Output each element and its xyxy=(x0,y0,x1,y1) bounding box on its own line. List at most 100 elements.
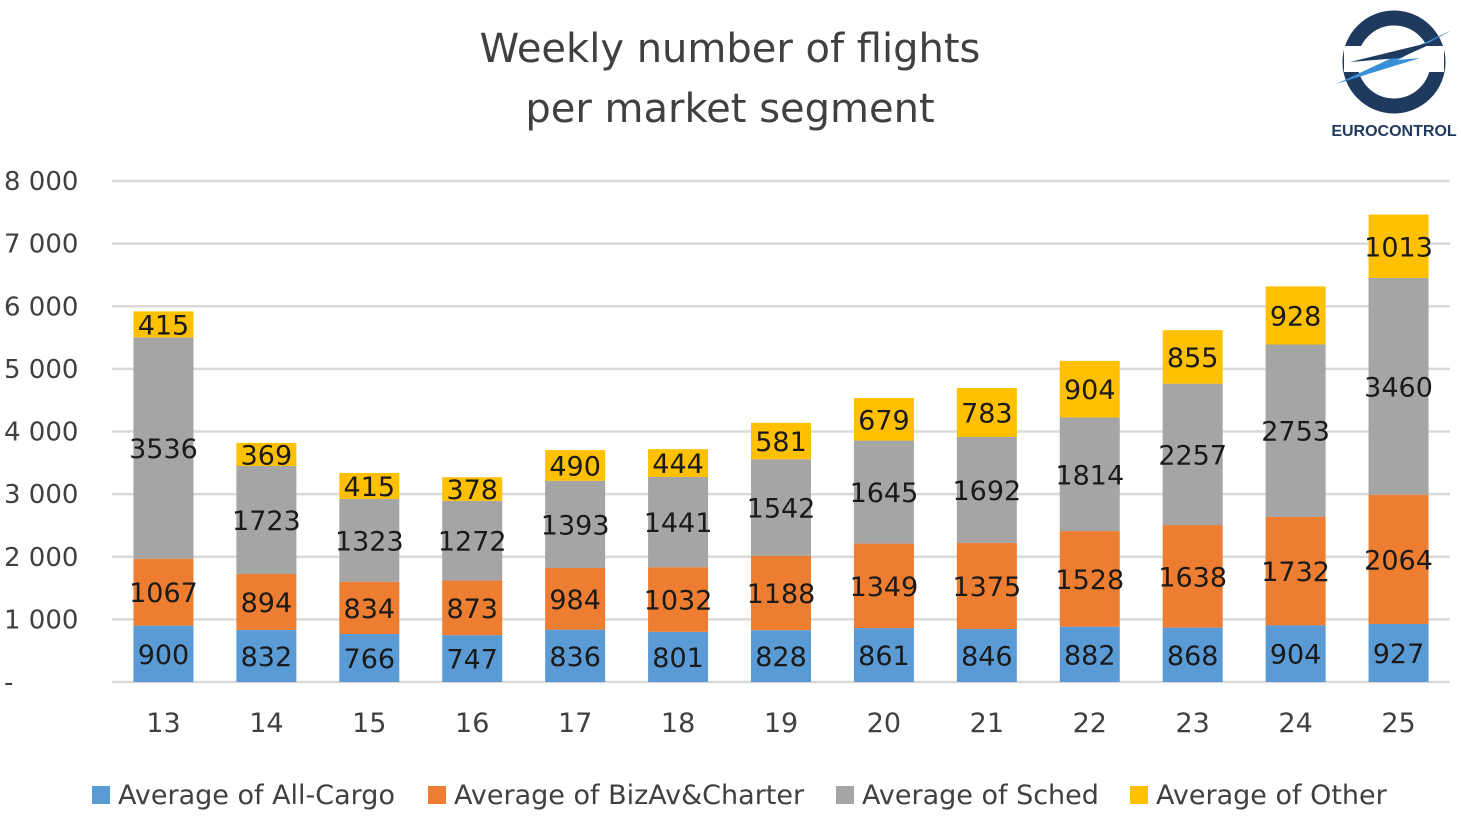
bar-segment xyxy=(1265,516,1326,626)
chart-title-line-2: per market segment xyxy=(525,86,934,132)
x-tick-label: 14 xyxy=(249,708,283,739)
x-tick-label: 21 xyxy=(970,708,1004,739)
data-label: 894 xyxy=(241,588,293,619)
x-tick-label: 24 xyxy=(1278,708,1312,739)
legend-swatch xyxy=(836,786,854,804)
y-tick-label: 6 000 xyxy=(4,292,78,322)
data-label: 3460 xyxy=(1364,372,1433,403)
bar-segment xyxy=(339,634,400,682)
data-label: 490 xyxy=(549,451,601,482)
legend-item: Average of Other xyxy=(1130,780,1388,811)
bar-stack-20: 861 1349 1645 679 xyxy=(850,398,919,682)
data-label: 1067 xyxy=(129,578,198,609)
bar-stack-14: 832 894 1723 369 xyxy=(232,440,301,682)
bar-segment xyxy=(442,500,503,581)
bar-stack-24: 904 1732 2753 928 xyxy=(1261,286,1330,682)
bar-segment xyxy=(1059,626,1120,682)
y-tick-label: 8 000 xyxy=(4,167,78,197)
bar-segment xyxy=(1265,344,1326,517)
x-tick-label: 15 xyxy=(352,708,386,739)
bar-segment xyxy=(956,629,1017,682)
data-label: 801 xyxy=(652,643,704,674)
data-label: 861 xyxy=(858,641,910,672)
data-label: 836 xyxy=(549,642,601,673)
legend-label: Average of All-Cargo xyxy=(118,780,395,811)
legend-label: Average of Other xyxy=(1156,780,1388,811)
bar-segment xyxy=(133,625,194,682)
data-label: 927 xyxy=(1373,639,1425,670)
data-label: 444 xyxy=(652,449,704,480)
data-label: 900 xyxy=(138,640,190,671)
bar-segment xyxy=(1368,278,1429,495)
bar-stack-18: 801 1032 1441 444 xyxy=(644,449,713,682)
data-label: 1441 xyxy=(644,508,713,539)
bar-segment xyxy=(1368,214,1429,279)
bar-segment xyxy=(442,580,503,636)
eurocontrol-logo-icon xyxy=(1336,10,1452,114)
data-label: 1349 xyxy=(850,572,919,603)
gridlines xyxy=(112,179,1450,684)
bar-segment xyxy=(1162,627,1223,682)
data-label: 1645 xyxy=(850,478,919,509)
x-tick-label: 17 xyxy=(558,708,592,739)
bar-segment xyxy=(1162,525,1223,628)
data-label: 904 xyxy=(1270,640,1322,671)
bar-segment xyxy=(236,573,297,630)
bar-stack-17: 836 984 1393 490 xyxy=(541,450,610,682)
bar-segment xyxy=(339,581,400,635)
data-label: 581 xyxy=(755,427,807,458)
data-label: 1814 xyxy=(1055,460,1124,491)
data-label: 2064 xyxy=(1364,545,1433,576)
bar-segment xyxy=(853,398,914,441)
data-label: 766 xyxy=(344,644,396,675)
eurocontrol-logo-text: EUROCONTROL xyxy=(1331,123,1457,140)
x-tick-label: 23 xyxy=(1176,708,1210,739)
data-label: 415 xyxy=(344,472,396,503)
bar-segment xyxy=(853,440,914,544)
x-tick-label: 25 xyxy=(1381,708,1415,739)
data-label: 1542 xyxy=(747,493,816,524)
bar-segment xyxy=(1162,383,1223,526)
bar-stack-21: 846 1375 1692 783 xyxy=(952,387,1021,682)
x-tick-label: 13 xyxy=(146,708,180,739)
data-label: 1723 xyxy=(232,506,301,537)
bar-segment xyxy=(853,628,914,682)
bar-segment xyxy=(133,337,194,559)
data-label: 747 xyxy=(446,645,498,676)
data-label: 3536 xyxy=(129,434,198,465)
bar-segment xyxy=(236,629,297,682)
x-tick-label: 16 xyxy=(455,708,489,739)
bar-segment xyxy=(648,449,709,477)
data-label: 1375 xyxy=(952,572,1021,603)
y-tick-label: - xyxy=(4,668,13,698)
data-label: 855 xyxy=(1167,343,1219,374)
bar-segment xyxy=(236,442,297,467)
data-label: 873 xyxy=(446,594,498,625)
data-label: 415 xyxy=(138,310,190,341)
x-tick-label: 19 xyxy=(764,708,798,739)
legend-item: Average of All-Cargo xyxy=(92,780,395,811)
bar-segment xyxy=(133,558,194,626)
bar-segment xyxy=(133,311,194,338)
bar-segment xyxy=(648,631,709,682)
data-label: 1032 xyxy=(644,586,713,617)
bar-segment xyxy=(751,630,811,682)
bar-segment xyxy=(442,477,503,501)
bar-stack-22: 882 1528 1814 904 xyxy=(1055,360,1124,682)
bar-segment xyxy=(956,387,1017,437)
data-label: 1638 xyxy=(1158,562,1227,593)
data-label: 1323 xyxy=(335,526,404,557)
data-label: 882 xyxy=(1064,640,1116,671)
y-axis: - 1 000 2 000 3 000 4 000 5 000 6 000 7 000 8 00… xyxy=(4,167,78,698)
legend-item: Average of BizAv&Charter xyxy=(428,780,805,811)
x-tick-label: 20 xyxy=(867,708,901,739)
data-label: 679 xyxy=(858,405,910,436)
bar-segment xyxy=(1059,417,1120,532)
bar-segment xyxy=(1059,360,1120,418)
x-tick-label: 18 xyxy=(661,708,695,739)
bar-segment xyxy=(648,476,709,568)
data-label: 1528 xyxy=(1055,565,1124,596)
legend: Average of All-Cargo Average of BizAv&Cha… xyxy=(92,780,1388,811)
data-label: 984 xyxy=(549,585,601,616)
